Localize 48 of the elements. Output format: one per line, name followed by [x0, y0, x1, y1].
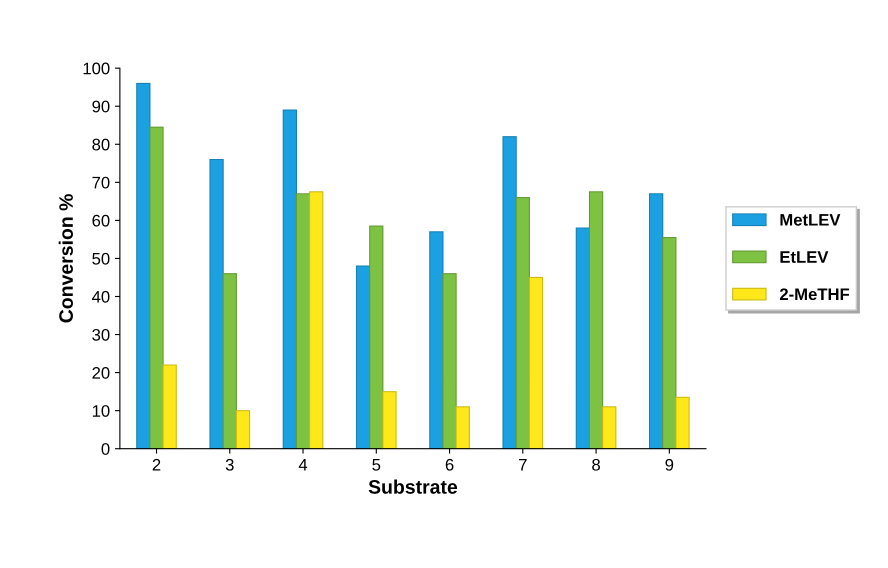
bar — [296, 193, 310, 449]
y-tick-label: 10 — [92, 405, 110, 417]
legend-label: EtLEV — [780, 251, 828, 263]
bar — [502, 136, 517, 449]
bar — [456, 406, 470, 449]
x-tick-label: 2 — [152, 458, 160, 471]
x-tick-label: 4 — [298, 459, 308, 471]
bar — [162, 364, 177, 449]
y-tick-label: 20 — [92, 367, 110, 379]
bar — [309, 191, 324, 449]
bar — [576, 227, 590, 449]
x-axis-title: Substrate — [368, 480, 458, 494]
bar — [136, 82, 150, 449]
y-axis-title: Conversion % — [58, 194, 73, 322]
y-tick-label: 80 — [92, 138, 110, 150]
bar — [528, 276, 544, 449]
bar — [662, 236, 676, 449]
bar — [588, 191, 604, 449]
bar — [602, 406, 616, 449]
y-tick-label: 30 — [92, 328, 110, 341]
bar — [222, 273, 237, 449]
y-tick-label: 60 — [92, 214, 110, 227]
y-tick-label: 70 — [92, 176, 110, 189]
y-tick-label: 0 — [102, 443, 110, 455]
y-tick-label: 50 — [92, 252, 110, 265]
legend-label: 2-MeTHF — [780, 288, 850, 300]
legend-label: MetLEV — [780, 214, 840, 226]
y-tick-label: 90 — [92, 100, 110, 112]
bar — [356, 265, 370, 449]
x-tick-label: 3 — [226, 458, 234, 471]
bar — [369, 226, 384, 449]
x-tick-label: 8 — [592, 458, 600, 471]
y-tick-label: 40 — [92, 290, 110, 303]
x-tick-label: 5 — [372, 459, 380, 471]
bar — [675, 396, 690, 449]
bar — [236, 410, 250, 449]
bar — [149, 126, 164, 449]
bar — [442, 273, 457, 449]
bar — [382, 391, 397, 449]
x-tick-label: 6 — [446, 458, 454, 471]
x-tick-label: 9 — [665, 458, 674, 471]
bar — [209, 158, 224, 449]
bar — [516, 196, 530, 449]
x-tick-label: 7 — [519, 459, 527, 471]
bar — [429, 231, 444, 449]
bar — [648, 193, 664, 449]
y-tick-label: 100 — [84, 62, 110, 74]
bar — [282, 109, 297, 449]
